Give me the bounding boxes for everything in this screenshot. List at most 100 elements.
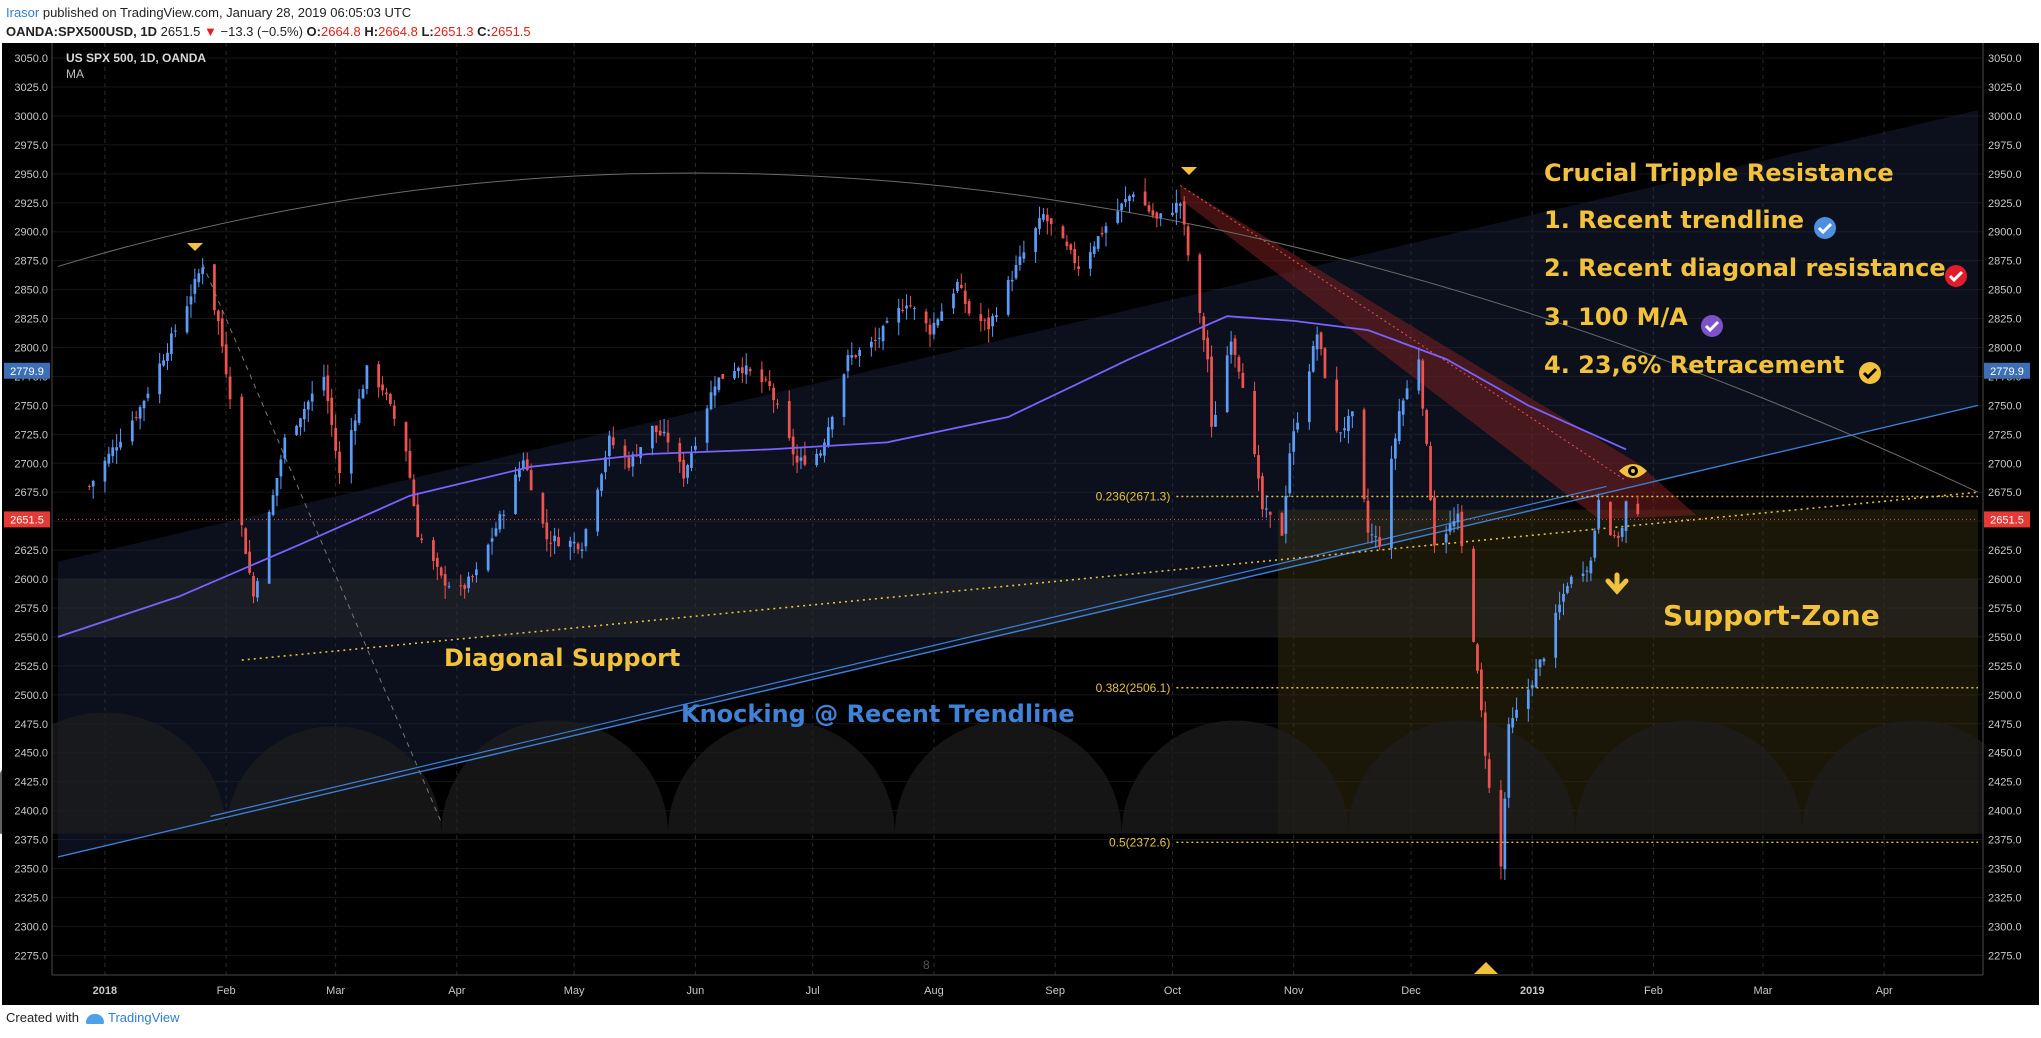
down-arrow-icon <box>1605 572 1629 595</box>
candle-body <box>392 405 396 419</box>
candle-body <box>631 454 635 467</box>
support-zone-label: Support-Zone <box>1663 599 1880 632</box>
candle-body <box>1526 689 1530 709</box>
candle-body <box>1257 455 1260 479</box>
y-tick-label: 2500.0 <box>14 690 48 702</box>
check-red-icon <box>1945 265 1967 287</box>
candle-body <box>502 514 506 516</box>
candle-body <box>439 567 443 576</box>
candle-body <box>447 586 451 588</box>
candle-body <box>823 442 826 456</box>
candle-body <box>353 420 357 432</box>
cycle-arc <box>0 712 227 834</box>
price-chart[interactable]: 0.236(2671.3) 0.382(2506.1) 0.5(2372.6) 30… <box>0 43 2041 1005</box>
trend-channel <box>58 110 1978 857</box>
y-tick-label: 2950.0 <box>14 169 48 181</box>
candle-body <box>1616 535 1620 538</box>
y-tick-label: 2350.0 <box>14 863 48 875</box>
candle-body <box>1417 359 1421 391</box>
x-tick-label: Apr <box>1876 985 1893 997</box>
chart-header: Irasor published on TradingView.com, Jan… <box>6 3 531 43</box>
y-tick-label: 2625.0 <box>14 545 48 557</box>
candle-body <box>850 355 854 358</box>
candle-body <box>1323 348 1327 378</box>
candle-body <box>654 425 658 433</box>
candle-body <box>1476 644 1479 671</box>
candle-body <box>1366 500 1370 533</box>
candle-body <box>639 447 643 458</box>
y-tick-label: 2725.0 <box>14 429 48 441</box>
candle-body <box>115 447 119 451</box>
candle-body <box>498 514 502 530</box>
y-tick-label: 2375.0 <box>14 835 48 847</box>
candle-body <box>1374 536 1378 538</box>
x-tick-label: 2019 <box>1520 985 1544 997</box>
candle-body <box>1393 438 1397 459</box>
candle-body <box>420 538 424 541</box>
candle-body <box>1460 511 1464 547</box>
candle-body <box>991 316 994 327</box>
x-tick-label: Mar <box>1753 985 1772 997</box>
candle-body <box>1233 338 1237 355</box>
candle-body <box>275 477 279 496</box>
candle-body <box>310 393 314 402</box>
candle-body <box>760 369 764 383</box>
candle-body <box>768 381 772 386</box>
candle-body <box>1214 414 1217 427</box>
candle-body <box>295 425 298 435</box>
y-tick-label: 2500.0 <box>1988 690 2022 702</box>
candle-body <box>130 420 134 442</box>
annotations: US SPX 500, 1D, OANDA MA Diagonal Suppor… <box>66 51 1967 974</box>
candle-body <box>1343 428 1346 431</box>
candle-body <box>170 333 173 354</box>
candle-body <box>909 305 912 307</box>
author-link[interactable]: Irasor <box>6 5 40 20</box>
price-marker-box <box>1984 362 2030 379</box>
peak-marker-oct <box>1181 167 1197 175</box>
candle-body <box>651 425 654 449</box>
x-tick-label: Jun <box>687 985 705 997</box>
y-tick-label: 2625.0 <box>1988 545 2022 557</box>
candle-body <box>1421 360 1425 409</box>
y-tick-label: 3050.0 <box>14 53 48 65</box>
candle-body <box>357 398 361 423</box>
tradingview-link[interactable]: TradingView <box>108 1010 180 1025</box>
moving-average <box>57 315 1627 638</box>
candle-body <box>1253 391 1256 455</box>
open-label: O: <box>306 24 321 39</box>
candle-body <box>91 480 95 487</box>
candle-body <box>381 384 384 391</box>
candle-body <box>995 315 998 318</box>
candle-body <box>244 528 248 554</box>
candle-body <box>1175 202 1178 213</box>
candle-body <box>830 416 834 430</box>
indicator-label: MA <box>66 67 84 81</box>
y-tick-label: 2325.0 <box>1988 892 2022 904</box>
y-tick-label: 2900.0 <box>14 227 48 239</box>
y-tick-label: 2975.0 <box>14 140 48 152</box>
y-tick-label: 2800.0 <box>14 342 48 354</box>
candle-body <box>87 486 91 488</box>
candle-body <box>666 432 670 443</box>
candle-body <box>1452 520 1456 527</box>
cycle-arc <box>1575 720 1803 834</box>
candle-body <box>1065 241 1069 247</box>
bottom-marker: 8 <box>923 958 1498 974</box>
candle-body <box>1350 411 1354 417</box>
candle-body <box>283 437 287 459</box>
x-tick-label: Feb <box>1644 985 1663 997</box>
resistance-item-2: 2. Recent diagonal resistance <box>1544 254 1946 282</box>
y-tick-label: 2450.0 <box>14 748 48 760</box>
candle-body <box>326 375 330 402</box>
price-marker-label: 2779.9 <box>10 366 44 378</box>
candle-body <box>584 529 588 547</box>
y-tick-label: 2850.0 <box>14 285 48 297</box>
y-tick-label: 2875.0 <box>14 256 48 268</box>
symbol-label: OANDA:SPX500USD, 1D <box>6 24 157 39</box>
open-value: 2664.8 <box>320 24 361 39</box>
candle-body <box>1315 334 1319 350</box>
candle-body <box>795 455 799 463</box>
candle-body <box>1390 458 1393 549</box>
candle-body <box>576 543 580 550</box>
x-tick-label: Dec <box>1401 985 1421 997</box>
